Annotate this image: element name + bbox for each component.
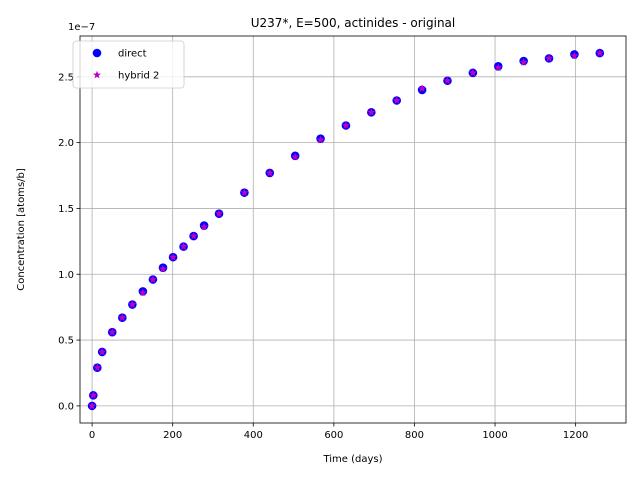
data-point xyxy=(519,58,528,66)
y-tick-label: 2.5 xyxy=(58,72,74,83)
x-tick-label: 400 xyxy=(244,430,263,441)
x-axis-ticks: 0 200 400 600 800 1000 1200 xyxy=(89,423,588,441)
y-tick-label: 0.5 xyxy=(58,336,74,347)
x-tick-label: 200 xyxy=(163,430,182,441)
chart-title: U237*, E=500, actinides - original xyxy=(251,16,455,30)
legend-label: hybrid 2 xyxy=(118,71,159,82)
y-axis-label: Concentration [atoms/b] xyxy=(16,168,27,291)
plot-frame xyxy=(79,35,627,424)
data-point xyxy=(200,222,209,231)
data-point xyxy=(316,135,325,144)
legend-label: direct xyxy=(118,49,147,60)
data-point xyxy=(265,168,274,177)
series-hybrid-2 xyxy=(88,48,604,410)
y-axis-ticks: 0.0 0.5 1.0 1.5 2.0 2.5 xyxy=(58,72,80,412)
data-point xyxy=(93,363,102,372)
data-point xyxy=(418,84,427,93)
legend-marker xyxy=(92,48,102,58)
data-point xyxy=(108,327,117,336)
data-point xyxy=(128,300,137,308)
data-point xyxy=(148,275,157,283)
data-point xyxy=(595,48,604,57)
data-point xyxy=(291,152,300,161)
data-point xyxy=(179,242,188,251)
data-point xyxy=(118,313,127,322)
x-tick-label: 800 xyxy=(405,430,424,441)
legend: direct hybrid 2 xyxy=(72,40,185,89)
data-point xyxy=(189,231,198,240)
data-point xyxy=(169,252,178,261)
x-tick-label: 1200 xyxy=(563,430,588,441)
data-point xyxy=(392,96,401,104)
data-point xyxy=(468,68,477,77)
y-tick-label: 2.0 xyxy=(58,138,74,149)
grid xyxy=(80,36,626,423)
data-point xyxy=(545,54,554,62)
data-point xyxy=(443,76,452,85)
y-tick-label: 0.0 xyxy=(58,401,74,412)
y-tick-label: 1.0 xyxy=(58,270,74,281)
data-point xyxy=(89,391,98,399)
y-offset-label: 1e−7 xyxy=(68,22,95,33)
x-tick-label: 0 xyxy=(89,430,95,441)
x-tick-label: 1000 xyxy=(482,430,507,441)
legend-marker xyxy=(93,70,101,79)
data-point xyxy=(159,264,167,273)
data-point xyxy=(367,108,376,116)
data-point xyxy=(240,188,249,197)
data-point xyxy=(570,51,579,60)
x-tick-label: 600 xyxy=(324,430,343,441)
y-tick-label: 1.5 xyxy=(58,204,74,215)
data-points xyxy=(87,48,605,411)
data-point xyxy=(341,121,350,129)
data-point xyxy=(88,401,97,410)
data-point xyxy=(98,347,107,356)
data-point xyxy=(215,209,224,218)
data-point xyxy=(138,288,147,297)
data-point xyxy=(494,63,503,71)
x-axis-label: Time (days) xyxy=(322,454,382,465)
